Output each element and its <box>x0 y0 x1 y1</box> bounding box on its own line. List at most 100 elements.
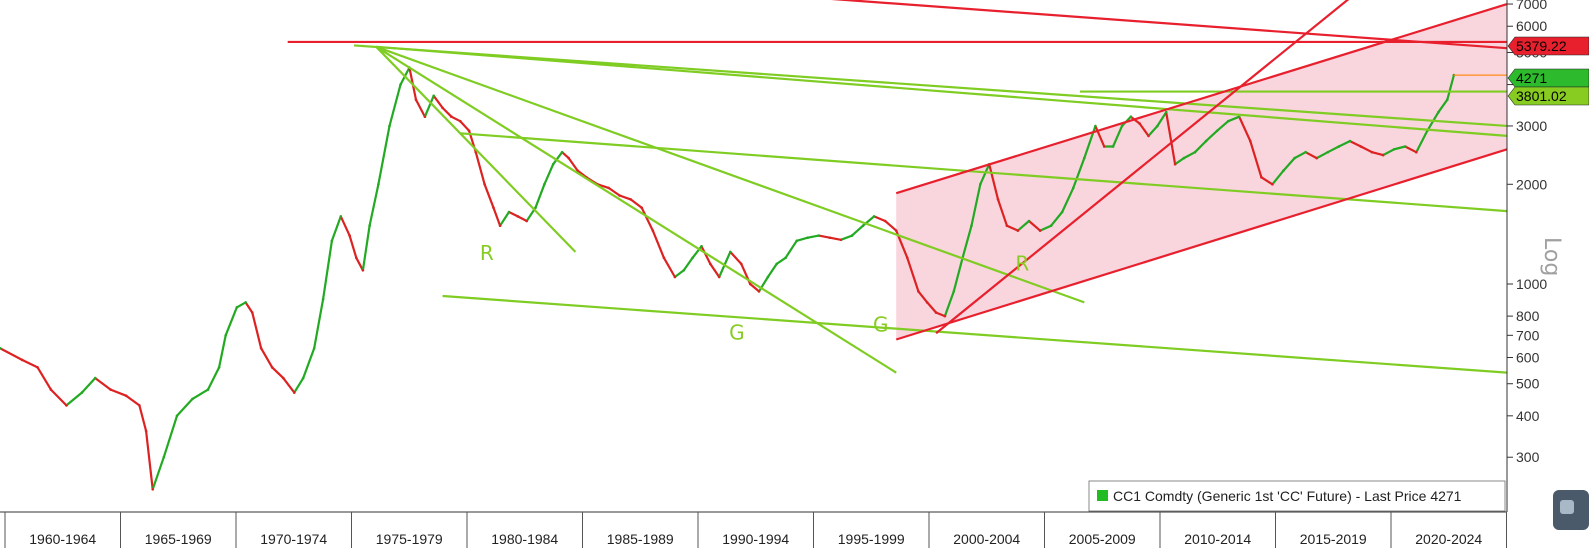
price-segment <box>1238 115 1252 143</box>
price-tag-label: 5379.22 <box>1516 38 1567 54</box>
price-segment <box>934 311 947 318</box>
price-tag-box <box>1507 36 1589 56</box>
price-segment <box>576 169 588 179</box>
price-segment <box>388 83 402 128</box>
y-tick-label: 2000 <box>1516 176 1547 192</box>
price-segment <box>926 301 938 314</box>
price-point <box>423 115 427 118</box>
x-tick-label: 2015-2019 <box>1300 531 1367 547</box>
price-segment <box>109 388 128 397</box>
price-segment <box>700 245 712 265</box>
price-point <box>839 238 843 242</box>
price-point <box>259 346 263 350</box>
price-point <box>1403 145 1407 148</box>
price-segment <box>450 115 462 123</box>
chart-annotation: R <box>480 241 494 265</box>
price-point <box>709 262 712 266</box>
price-segment <box>441 106 453 118</box>
price-tag-box <box>1507 68 1589 88</box>
x-tick-label: 1985-1989 <box>607 531 674 547</box>
price-segment <box>1304 151 1318 160</box>
price-point <box>1072 186 1075 190</box>
price-point <box>1304 150 1307 154</box>
price-point <box>109 388 112 391</box>
price-point <box>65 404 68 407</box>
price-segment <box>1156 111 1168 128</box>
y-tick-label: 800 <box>1516 308 1540 324</box>
price-segment <box>293 377 305 394</box>
y-tick-label: 400 <box>1516 408 1540 424</box>
price-point <box>1370 150 1374 154</box>
price-segment <box>952 256 964 293</box>
price-segment <box>1392 145 1407 151</box>
price-point <box>93 376 97 380</box>
price-point <box>321 297 325 301</box>
price-point <box>784 256 787 260</box>
price-point <box>124 394 128 398</box>
price-point <box>662 256 666 260</box>
price-point <box>441 106 444 110</box>
price-segment <box>1165 111 1177 166</box>
price-point <box>934 311 938 314</box>
price-point <box>1038 229 1042 232</box>
price-point <box>1415 150 1418 154</box>
scroll-handle[interactable] <box>1553 490 1589 530</box>
price-segment <box>662 256 677 279</box>
price-point <box>567 156 570 160</box>
price-point <box>1437 110 1440 114</box>
chart-annotation: G <box>729 320 745 344</box>
price-segment <box>80 377 97 394</box>
price-point <box>1138 122 1141 125</box>
price-point <box>20 358 24 362</box>
price-segment <box>749 282 761 293</box>
price-point <box>388 124 391 128</box>
price-tag-box <box>1507 86 1589 106</box>
price-point <box>1164 110 1168 114</box>
price-segment <box>806 234 820 239</box>
price-point <box>1446 98 1449 101</box>
price-segment <box>961 224 973 259</box>
price-segment <box>618 194 632 201</box>
annotations-layer: R G G R <box>480 241 1030 344</box>
price-point <box>1237 115 1241 118</box>
price-segment <box>244 301 254 314</box>
price-point <box>906 256 909 260</box>
price-segment <box>377 124 391 186</box>
price-point <box>450 115 453 118</box>
price-tag: 3801.02 <box>1507 86 1589 106</box>
price-segment <box>1348 140 1363 148</box>
price-series-layer <box>0 66 1456 491</box>
price-point <box>361 269 365 272</box>
red-trendline <box>935 0 1350 335</box>
price-point <box>917 290 920 293</box>
price-segment <box>1282 157 1296 172</box>
price-point <box>432 94 436 98</box>
price-point <box>399 83 402 86</box>
price-segment <box>629 198 643 209</box>
price-segment <box>729 250 743 265</box>
price-point <box>175 414 179 418</box>
price-segment <box>206 366 221 391</box>
price-segment <box>552 151 564 166</box>
price-segment <box>607 186 621 197</box>
green-trendline <box>460 132 1508 213</box>
price-segment <box>1227 115 1241 123</box>
price-point <box>507 210 511 214</box>
price-segment <box>1249 140 1263 179</box>
price-point <box>861 224 865 227</box>
price-point <box>1156 124 1159 128</box>
channel-fill-layer <box>896 4 1507 340</box>
green-trendline <box>375 46 577 253</box>
price-segment <box>499 210 511 227</box>
price-point <box>729 250 732 254</box>
price-segment <box>516 215 528 223</box>
price-segment <box>507 210 519 218</box>
price-segment <box>162 414 179 459</box>
y-tick-label: 1000 <box>1516 276 1547 292</box>
price-segment <box>1204 129 1219 143</box>
price-segment <box>1138 122 1150 137</box>
price-point <box>682 269 686 272</box>
price-segment <box>775 256 787 265</box>
price-point <box>1204 139 1208 143</box>
price-segment <box>943 290 955 318</box>
